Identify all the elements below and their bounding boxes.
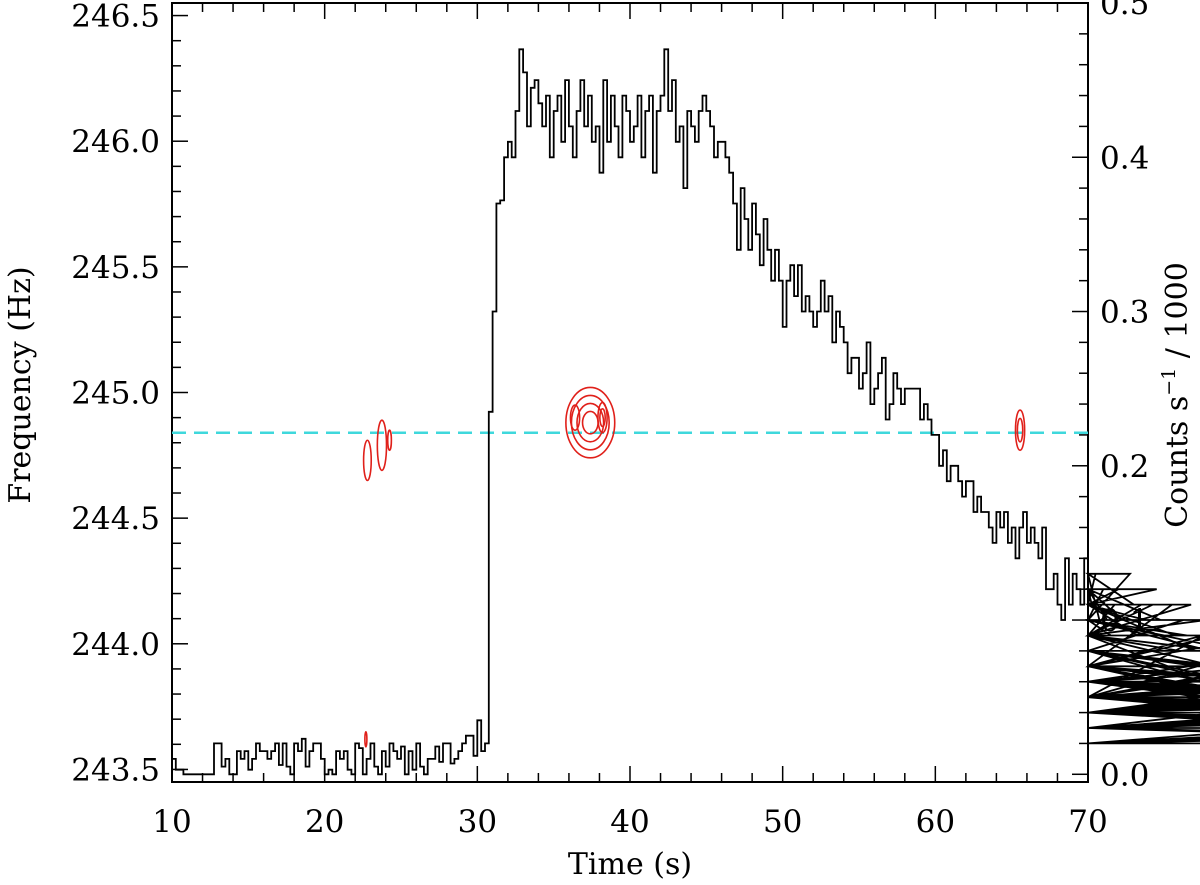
x-tick-label: 70 [1068, 804, 1107, 840]
y-left-tick-label: 244.0 [71, 627, 160, 663]
y-axis-right-title-suffix: / 1000 [1160, 262, 1195, 368]
contour-2-level-0 [386, 429, 393, 452]
contour-4-level-2 [576, 402, 605, 443]
y-axis-right-title: Counts s−1 / 1000 [1158, 262, 1195, 528]
y-left-tick-label: 246.5 [71, 0, 160, 35]
tick-layer [171, 2, 1089, 782]
y-left-tick-label: 245.5 [71, 250, 160, 286]
y-right-tick-label: 0.0 [1100, 757, 1149, 793]
contour-3-level-0 [364, 730, 368, 748]
contour-1-level-0 [376, 419, 388, 472]
x-tick-label: 30 [458, 804, 497, 840]
y-left-tick-label: 243.5 [71, 752, 160, 788]
y-right-tick-label: 0.1 [1100, 603, 1149, 639]
contour-7-level-0 [1014, 409, 1026, 452]
y-right-tick-label: 0.3 [1100, 295, 1149, 331]
y-right-tick-label: 0.2 [1100, 449, 1149, 485]
x-axis-title: Time (s) [568, 847, 692, 882]
contour-0-level-0 [362, 439, 373, 482]
contour-6-level-0 [597, 401, 608, 434]
contour-5-level-0 [569, 404, 581, 431]
x-tick-label: 50 [763, 804, 802, 840]
y-axis-right-title-main: Counts s [1160, 396, 1195, 528]
y-right-tick-label: 0.5 [1100, 0, 1149, 22]
contour-4-level-3 [581, 410, 599, 435]
tick-label-layer: 10 20 30 40 50 60 70 243.5 244.0 244.5 245.0 245.5 2… [71, 0, 1149, 840]
contour-4-level-0 [565, 386, 616, 459]
y-left-tick-label: 246.0 [71, 124, 160, 160]
contour-6-level-1 [599, 408, 606, 428]
y-axis-right-title-exponent: −1 [1158, 368, 1180, 396]
x-tick-label: 40 [610, 804, 649, 840]
y-right-tick-label: 0.4 [1100, 140, 1149, 176]
y-axis-left-title: Frequency (Hz) [3, 266, 38, 503]
lightcurve-layer [172, 48, 1200, 776]
y-left-tick-label: 244.5 [71, 501, 160, 537]
contour-layer [362, 386, 1026, 748]
y-left-tick-label: 245.0 [71, 376, 160, 412]
x-tick-label: 20 [305, 804, 344, 840]
x-tick-label: 60 [916, 804, 955, 840]
x-tick-label: 10 [152, 804, 191, 840]
contour-7-level-1 [1016, 417, 1024, 443]
lightcurve-step-line [172, 48, 1200, 776]
